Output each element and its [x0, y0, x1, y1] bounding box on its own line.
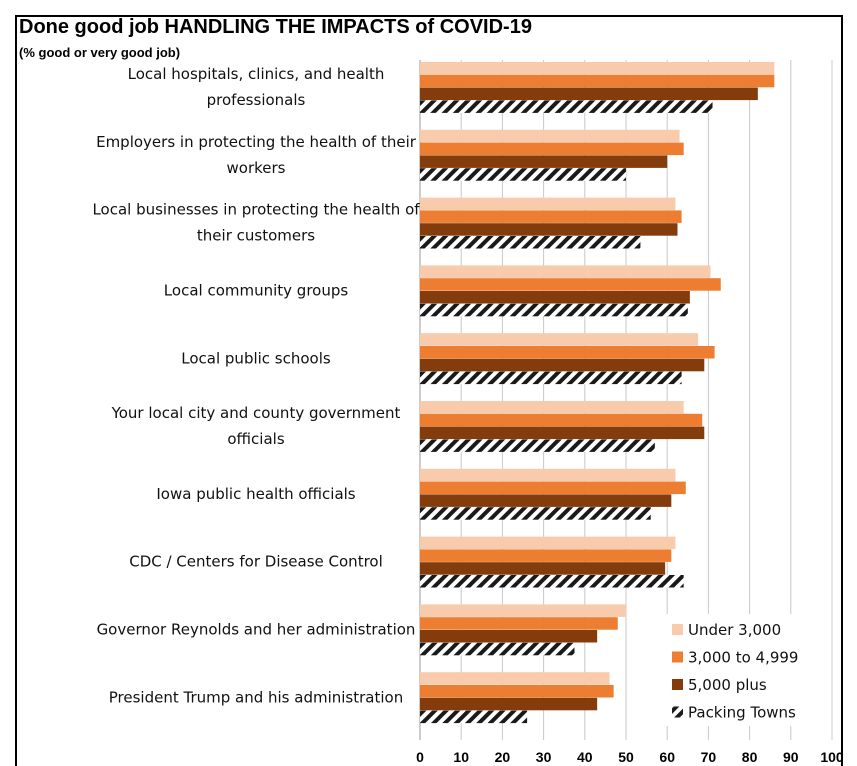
- bar-1-5: [420, 413, 703, 427]
- category-label: CDC / Centers for Disease Control: [129, 553, 383, 571]
- x-tick-label: 40: [577, 749, 593, 765]
- category-label: President Trump and his administration: [109, 688, 403, 706]
- x-tick-label: 70: [701, 749, 717, 765]
- category-label: Local community groups: [164, 282, 349, 300]
- legend-label: 5,000 plus: [688, 676, 767, 694]
- category-label: workers: [227, 159, 286, 177]
- bar-2-9: [420, 697, 598, 711]
- bar-1-1: [420, 142, 684, 156]
- bar-0-2: [420, 197, 676, 211]
- bar-3-5: [420, 439, 655, 452]
- category-label: officials: [227, 430, 284, 448]
- bar-2-6: [420, 494, 672, 507]
- bar-0-6: [420, 468, 676, 482]
- bar-0-0: [420, 62, 775, 75]
- category-label: Iowa public health officials: [156, 485, 355, 503]
- x-tick-label: 90: [783, 749, 799, 765]
- legend-swatch: [672, 679, 683, 690]
- bar-3-3: [420, 303, 688, 317]
- x-tick-label: 80: [742, 749, 758, 765]
- bar-1-4: [420, 346, 715, 359]
- bar-0-9: [420, 672, 610, 685]
- bar-0-1: [420, 129, 680, 143]
- x-tick-label: 30: [536, 749, 552, 765]
- x-tick-label: 100: [820, 749, 844, 765]
- category-label: Employers in protecting the health of th…: [96, 133, 417, 151]
- category-label: professionals: [207, 91, 306, 109]
- bar-2-1: [420, 155, 668, 168]
- legend-label: Packing Towns: [688, 704, 796, 722]
- bar-3-0: [420, 100, 713, 113]
- category-label: Local businesses in protecting the healt…: [92, 201, 420, 219]
- bar-2-7: [420, 562, 666, 575]
- bar-3-8: [420, 642, 575, 656]
- chart-title: Done good job HANDLING THE IMPACTS of CO…: [19, 16, 532, 38]
- category-label: Local hospitals, clinics, and health: [128, 65, 385, 83]
- legend: Under 3,000 3,000 to 4,999 5,000 plus Packi…: [664, 614, 822, 726]
- legend-swatch: [672, 706, 683, 718]
- chart-subtitle: (% good or very good job): [19, 45, 181, 60]
- category-label: their customers: [197, 227, 315, 245]
- bar-3-2: [420, 236, 641, 249]
- legend-label: 3,000 to 4,999: [688, 649, 798, 667]
- bar-0-5: [420, 401, 684, 414]
- bar-2-4: [420, 358, 705, 372]
- bar-3-9: [420, 710, 528, 724]
- bar-1-0: [420, 74, 775, 88]
- x-tick-label: 60: [659, 749, 675, 765]
- bar-1-3: [420, 278, 721, 291]
- x-tick-label: 0: [416, 749, 424, 765]
- bar-1-7: [420, 549, 672, 562]
- x-tick-label: 10: [453, 749, 469, 765]
- category-label: Governor Reynolds and her administration: [97, 621, 416, 639]
- bar-0-4: [420, 333, 699, 346]
- bar-0-3: [420, 265, 711, 278]
- bar-2-8: [420, 630, 598, 643]
- bar-0-8: [420, 604, 626, 617]
- bar-3-7: [420, 575, 684, 588]
- x-tick-label: 50: [618, 749, 634, 765]
- bar-3-1: [420, 168, 626, 181]
- x-axis-ticks: 0 10 20 30 40 50 60 70 80 90 100: [416, 749, 844, 765]
- legend-swatch: [672, 651, 683, 663]
- category-label: Your local city and county government: [111, 404, 401, 422]
- bars: [420, 62, 775, 724]
- bar-2-2: [420, 223, 678, 236]
- x-tick-label: 20: [495, 749, 511, 765]
- bar-2-5: [420, 426, 705, 440]
- legend-label: Under 3,000: [688, 621, 781, 639]
- bar-1-8: [420, 617, 618, 630]
- bar-2-0: [420, 87, 758, 101]
- bar-3-6: [420, 507, 651, 520]
- category-labels: Local hospitals, clinics, and health prof…: [92, 65, 420, 706]
- legend-swatch: [672, 624, 683, 635]
- bar-0-7: [420, 536, 676, 550]
- bar-1-9: [420, 685, 614, 698]
- bar-3-4: [420, 371, 682, 385]
- bar-2-3: [420, 291, 690, 304]
- bar-1-6: [420, 481, 686, 495]
- category-label: Local public schools: [181, 349, 331, 367]
- bar-1-2: [420, 210, 682, 223]
- legend-background: [664, 614, 822, 726]
